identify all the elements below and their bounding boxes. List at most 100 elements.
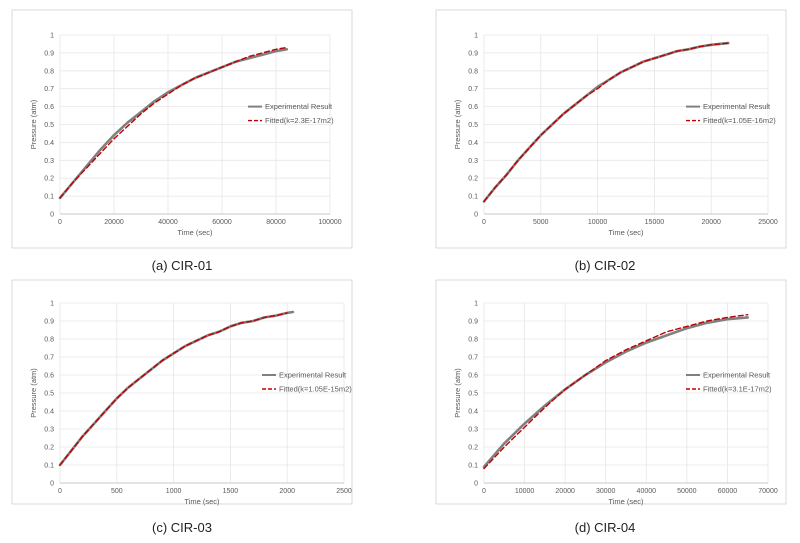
x-tick-label: 100000 (318, 219, 341, 226)
x-tick-label: 0 (482, 488, 486, 495)
y-tick-label: 1 (50, 301, 54, 308)
y-axis-title: Pressure (atm) (29, 99, 38, 149)
x-tick-label: 50000 (677, 488, 697, 495)
x-tick-label: 20000 (701, 219, 721, 226)
legend-label: Experimental Result (265, 102, 333, 111)
y-tick-label: 0.9 (44, 319, 54, 326)
y-tick-label: 0.2 (44, 445, 54, 452)
y-tick-label: 0.6 (44, 373, 54, 380)
y-tick-label: 0 (474, 481, 478, 488)
legend-label: Fitted(k=1.05E-15m2) (279, 385, 352, 394)
y-tick-label: 0.1 (44, 463, 54, 470)
y-tick-label: 0.4 (468, 140, 478, 147)
series-line-fitted (59, 312, 288, 466)
panel-caption: (c) CIR-03 (152, 520, 212, 535)
x-tick-label: 0 (58, 488, 62, 495)
x-tick-label: 30000 (596, 488, 616, 495)
y-tick-label: 1 (474, 33, 478, 40)
x-tick-label: 1500 (223, 488, 239, 495)
x-tick-label: 60000 (212, 219, 232, 226)
y-axis-title: Pressure (atm) (29, 368, 38, 418)
series-line-experimental (58, 48, 289, 200)
y-tick-label: 0.3 (44, 427, 54, 434)
x-tick-label: 5000 (533, 219, 549, 226)
legend-label: Fitted(k=2.3E-17m2) (265, 116, 334, 125)
series-line-experimental (482, 316, 749, 469)
y-tick-label: 0.4 (44, 409, 54, 416)
x-axis-title: Time (sec) (177, 228, 213, 237)
x-tick-label: 40000 (637, 488, 657, 495)
x-tick-label: 10000 (588, 219, 608, 226)
y-tick-label: 0.7 (468, 86, 478, 93)
x-tick-label: 60000 (718, 488, 738, 495)
x-tick-label: 2000 (279, 488, 295, 495)
series-line-fitted (483, 42, 729, 203)
panel-caption: (b) CIR-02 (575, 258, 636, 273)
chart-panel-2: 0 5000 10000 15000 20000 25000 0 0.1 0.2 0.3 0.4 0.… (435, 9, 787, 249)
chart-panel-3: 0 500 1000 1500 2000 2500 0 0.1 0.2 0.3 0.4 0.5 0.6 0… (11, 279, 353, 506)
y-tick-label: 0.6 (468, 104, 478, 111)
x-tick-label: 70000 (758, 488, 778, 495)
y-tick-label: 0.5 (44, 122, 54, 129)
y-tick-label: 0.1 (468, 194, 478, 201)
y-tick-label: 0 (474, 212, 478, 219)
x-tick-label: 0 (482, 219, 486, 226)
y-tick-label: 1 (474, 301, 478, 308)
y-tick-label: 0.7 (44, 355, 54, 362)
x-tick-label: 10000 (515, 488, 535, 495)
y-tick-label: 0.2 (44, 176, 54, 183)
panel-caption: (a) CIR-01 (152, 258, 213, 273)
series-line-fitted (59, 46, 288, 199)
y-tick-label: 0.2 (468, 445, 478, 452)
y-tick-label: 0.9 (468, 319, 478, 326)
x-tick-label: 2500 (336, 488, 352, 495)
y-tick-label: 1 (50, 33, 54, 40)
legend-label: Experimental Result (703, 102, 771, 111)
x-tick-label: 20000 (555, 488, 575, 495)
chart-frame (11, 9, 353, 249)
x-tick-label: 500 (111, 488, 123, 495)
x-tick-label: 40000 (158, 219, 178, 226)
y-axis-title: Pressure (atm) (453, 99, 462, 149)
y-tick-label: 0.4 (44, 140, 54, 147)
x-axis-title: Time (sec) (608, 228, 644, 237)
x-tick-label: 25000 (758, 219, 778, 226)
y-tick-label: 0.7 (468, 355, 478, 362)
y-tick-label: 0.6 (468, 373, 478, 380)
y-tick-label: 0.4 (468, 409, 478, 416)
y-tick-label: 0.5 (468, 391, 478, 398)
x-axis-title: Time (sec) (184, 497, 220, 506)
x-tick-label: 0 (58, 219, 62, 226)
y-tick-label: 0 (50, 481, 54, 488)
y-tick-label: 0.8 (44, 337, 54, 344)
y-tick-label: 0.9 (44, 50, 54, 57)
y-tick-label: 0.8 (44, 68, 54, 75)
y-tick-label: 0.5 (468, 122, 478, 129)
legend-label: Experimental Result (703, 371, 771, 380)
x-tick-label: 15000 (645, 219, 665, 226)
legend-label: Fitted(k=1.05E-16m2) (703, 116, 776, 125)
y-tick-label: 0.1 (44, 194, 54, 201)
y-tick-label: 0.9 (468, 50, 478, 57)
y-tick-label: 0.3 (44, 158, 54, 165)
y-tick-label: 0.7 (44, 86, 54, 93)
x-axis-title: Time (sec) (608, 497, 644, 506)
x-tick-label: 1000 (166, 488, 182, 495)
x-tick-label: 80000 (266, 219, 286, 226)
series-line-fitted (483, 314, 749, 470)
y-tick-label: 0.3 (468, 158, 478, 165)
panel-caption: (d) CIR-04 (575, 520, 636, 535)
y-tick-label: 0 (50, 212, 54, 219)
legend-label: Fitted(k=3.1E-17m2) (703, 385, 772, 394)
y-tick-label: 0.8 (468, 337, 478, 344)
chart-panel-4: 0 10000 20000 30000 40000 50000 60000 70000 0 0.1… (435, 279, 787, 506)
y-tick-label: 0.3 (468, 427, 478, 434)
y-tick-label: 0.5 (44, 391, 54, 398)
legend-label: Experimental Result (279, 371, 347, 380)
y-axis-title: Pressure (atm) (453, 368, 462, 418)
y-tick-label: 0.1 (468, 463, 478, 470)
x-tick-label: 20000 (104, 219, 124, 226)
y-tick-label: 0.8 (468, 68, 478, 75)
chart-frame (435, 9, 787, 249)
